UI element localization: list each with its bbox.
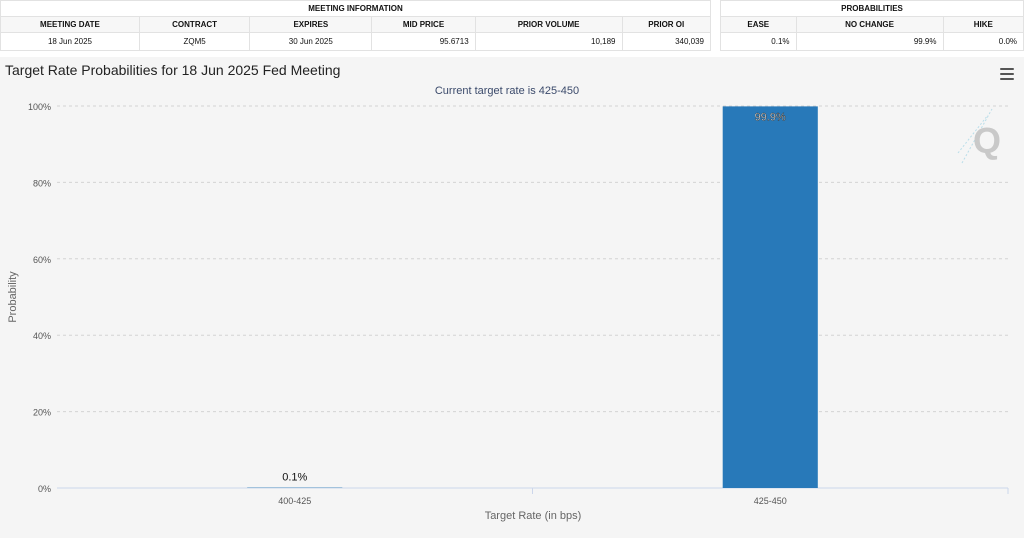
contract-cell: ZQM5	[138, 32, 251, 51]
x-tick-label: 400-425	[278, 496, 311, 506]
y-tick-label: 20%	[33, 408, 51, 418]
bar-425-450[interactable]	[722, 106, 818, 488]
watermark-logo: Q	[957, 108, 1001, 164]
y-tick-label: 80%	[33, 178, 51, 188]
expires-cell: 30 Jun 2025	[249, 32, 373, 51]
hamburger-menu-icon[interactable]	[1000, 68, 1014, 80]
y-axis-label: Probability	[7, 271, 19, 323]
column-header: PRIOR VOLUME	[474, 16, 623, 33]
column-header: EXPIRES	[249, 16, 373, 33]
meeting-information-table: MEETING INFORMATION MEETING DATE CONTRAC…	[0, 0, 711, 51]
data-label: 0.1%	[282, 472, 307, 484]
data-label: 99.9%	[755, 111, 786, 123]
ease-cell: 0.1%	[720, 32, 797, 51]
chart-title: Target Rate Probabilities for 18 Jun 202…	[5, 62, 341, 78]
y-tick-label: 100%	[28, 102, 51, 112]
y-tick-label: 0%	[38, 484, 51, 494]
prior-volume-cell: 10,189	[474, 32, 623, 51]
column-header: MEETING DATE	[0, 16, 140, 33]
column-header: CONTRACT	[138, 16, 251, 33]
probabilities-table: PROBABILITIES EASE NO CHANGE HIKE 0.1% 9…	[720, 0, 1024, 51]
hike-cell: 0.0%	[942, 32, 1024, 51]
chart-panel: Target Rate Probabilities for 18 Jun 202…	[0, 57, 1024, 538]
probabilities-heading: PROBABILITIES	[720, 0, 1024, 17]
x-axis-label: Target Rate (in bps)	[485, 510, 582, 522]
column-header: PRIOR OI	[621, 16, 711, 33]
y-tick-label: 40%	[33, 331, 51, 341]
mid-price-cell: 95.6713	[371, 32, 476, 51]
x-tick-label: 425-450	[754, 496, 787, 506]
prior-oi-cell: 340,039	[621, 32, 711, 51]
column-header: NO CHANGE	[795, 16, 944, 33]
column-header: HIKE	[942, 16, 1024, 33]
meeting-date-cell: 18 Jun 2025	[0, 32, 140, 51]
meeting-information-heading: MEETING INFORMATION	[0, 0, 711, 17]
chart-subtitle: Current target rate is 425-450	[435, 85, 579, 97]
watermark-letter: Q	[973, 120, 1001, 161]
column-header: MID PRICE	[371, 16, 476, 33]
bar-chart: Current target rate is 425-450 Q Probabi…	[7, 85, 1009, 522]
no-change-cell: 99.9%	[795, 32, 944, 51]
column-header: EASE	[720, 16, 797, 33]
y-tick-label: 60%	[33, 255, 51, 265]
